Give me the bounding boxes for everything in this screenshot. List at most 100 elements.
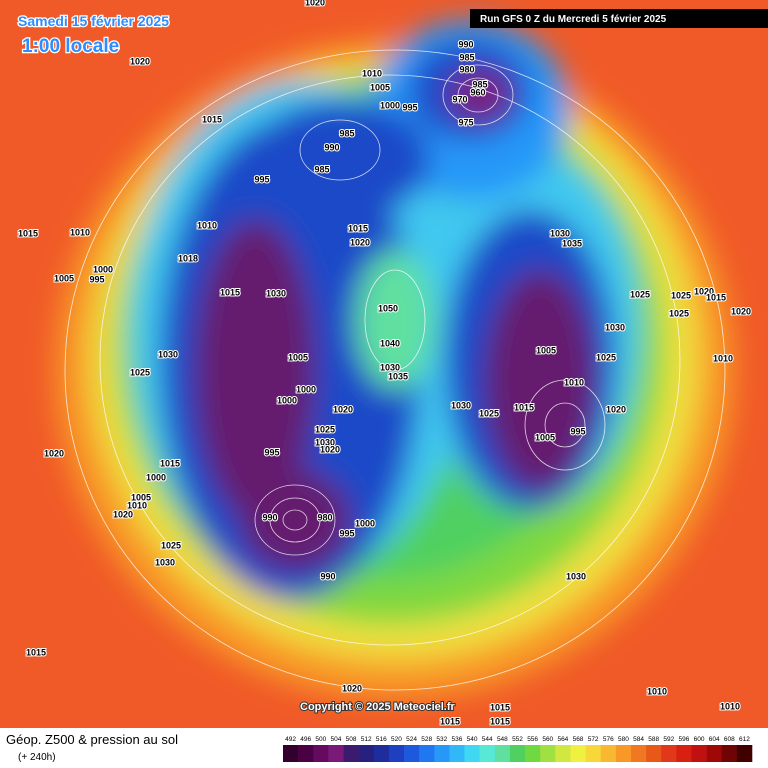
isobar-label: 1030: [550, 228, 570, 238]
scale-swatch: [464, 745, 480, 762]
scale-swatch: [479, 745, 496, 762]
isobar-label: 1020: [342, 683, 362, 693]
scale-label: 572: [588, 736, 599, 743]
isobar-label: 1020: [606, 404, 626, 414]
isobar-label: 1015: [160, 458, 180, 468]
isobar-label: 1000: [296, 384, 316, 394]
isobar-label: 1015: [440, 716, 460, 726]
isobar-label: 1030: [315, 437, 335, 447]
copyright: Copyright © 2025 Meteociel.fr: [300, 701, 456, 713]
isobar-label: 1010: [70, 227, 90, 237]
isobar-label: 1035: [562, 238, 582, 248]
isobar-label: 1025: [596, 352, 616, 362]
scale-label: 588: [648, 736, 659, 743]
isobar-label: 1025: [315, 424, 335, 434]
scale-label: 612: [739, 736, 750, 743]
isobar-label: 1005: [288, 352, 308, 362]
scale-swatch: [600, 745, 617, 762]
isobar-label: 1020: [305, 0, 325, 7]
isobar-label: 1018: [178, 253, 198, 263]
scale-swatch: [358, 745, 375, 762]
isobar-label: 1010: [197, 220, 217, 230]
isobar-label: 1025: [130, 367, 150, 377]
scale-label: 600: [694, 736, 705, 743]
scale-swatch: [449, 745, 465, 762]
isobar-label: 1010: [564, 377, 584, 387]
isobar-label: 1000: [146, 472, 166, 482]
isobar-label: 995: [402, 102, 417, 112]
isobar-label: 1030: [605, 322, 625, 332]
isobar-label: 1000: [277, 395, 297, 405]
scale-label: 532: [436, 736, 447, 743]
isobar-label: 960: [470, 87, 485, 97]
footer-title: Géop. Z500 & pression au sol: [6, 732, 178, 747]
scale-label: 548: [497, 736, 508, 743]
scale-label: 596: [678, 736, 689, 743]
isobars: [64, 49, 726, 691]
footer-lead: (+ 240h): [18, 752, 56, 763]
scale-swatch: [585, 745, 602, 762]
isobar-label: 995: [264, 447, 279, 457]
scale-swatch: [298, 745, 314, 762]
isobar-label: 1020: [333, 404, 353, 414]
isobar-label: 1005: [535, 432, 555, 442]
scale-swatch: [570, 745, 586, 762]
scale-label: 564: [557, 736, 568, 743]
isobar-label: 1015: [490, 716, 510, 726]
isobar-label: 1020: [130, 56, 150, 66]
scale-swatch: [373, 745, 390, 762]
isobar-label: 1015: [490, 702, 510, 712]
isobar-label: 990: [262, 512, 277, 522]
isobar-label: 985: [314, 164, 329, 174]
scale-swatch: [646, 745, 662, 762]
isobar-label: 1005: [54, 273, 74, 283]
isobar-label: 995: [339, 528, 354, 538]
scale-label: 524: [406, 736, 417, 743]
scale-swatch: [343, 745, 359, 762]
isobar-label: 1050: [378, 303, 398, 313]
scale-label: 584: [633, 736, 644, 743]
isobar-label: 1020: [350, 237, 370, 247]
scale-label: 540: [467, 736, 478, 743]
date: Samedi 15 février 2025: [18, 13, 169, 29]
scale-swatch: [691, 745, 707, 762]
isobar-label: 1025: [161, 540, 181, 550]
isobar-label: 995: [89, 274, 104, 284]
isobar-label: 1015: [202, 114, 222, 124]
scale-label: 608: [724, 736, 735, 743]
isobar-label: 1030: [155, 557, 175, 567]
isobar-label: 1030: [380, 362, 400, 372]
isobar-label: 1040: [380, 338, 400, 348]
scale-label: 560: [542, 736, 553, 743]
color-scale: 492 496 500 504 508 512 516 520 524 528 532 536 540 5…: [283, 736, 753, 762]
scale-label: 520: [391, 736, 402, 743]
scale-swatch: [630, 745, 647, 762]
isobar-label: 1025: [479, 408, 499, 418]
geopotential-field: [55, 20, 735, 700]
run-box: [470, 9, 768, 28]
isobar-label: 1010: [713, 353, 733, 363]
scale-label: 500: [315, 736, 326, 743]
isobar-label: 1020: [731, 306, 751, 316]
scale-label: 504: [331, 736, 342, 743]
scale-swatch: [494, 745, 511, 762]
isobar-label: 990: [458, 39, 473, 49]
isobar-label: 970: [452, 94, 467, 104]
scale-label: 528: [421, 736, 432, 743]
isobar-label: 1010: [127, 500, 147, 510]
scale-label: 544: [482, 736, 493, 743]
scale-label: 508: [346, 736, 357, 743]
isobar-label: 1025: [669, 308, 689, 318]
scale-swatch: [283, 745, 299, 762]
scale-swatch: [525, 745, 541, 762]
scale-swatch: [706, 745, 723, 762]
scale-swatch: [555, 745, 571, 762]
isobar-label: 1030: [266, 288, 286, 298]
scale-swatch: [434, 745, 450, 762]
scale-swatch: [661, 745, 677, 762]
isobar-label: 1020: [694, 286, 714, 296]
scale-label: 492: [285, 736, 296, 743]
scale-label: 568: [573, 736, 584, 743]
scale-swatch: [509, 745, 526, 762]
